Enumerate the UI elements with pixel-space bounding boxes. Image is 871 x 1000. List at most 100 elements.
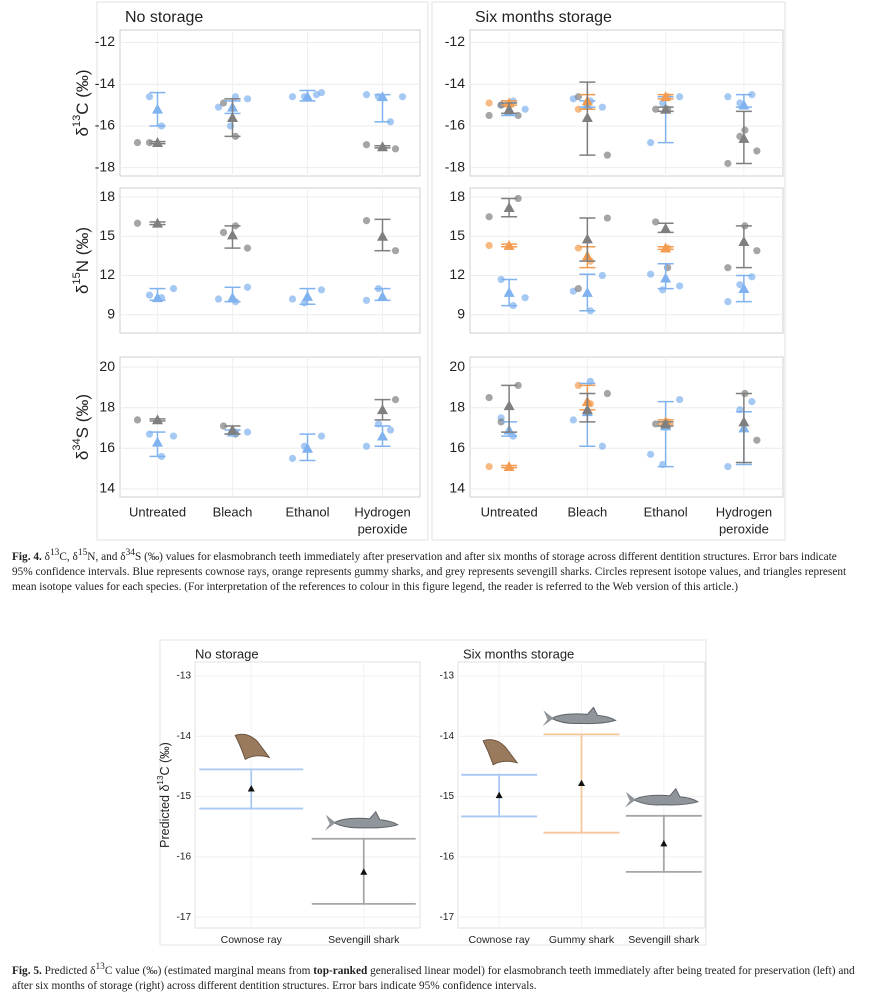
mean-marker [247, 785, 255, 792]
y-tick-label: -12 [95, 33, 115, 49]
x-tick-label: Ethanol [644, 504, 688, 519]
data-point [574, 284, 582, 293]
shark-icon [332, 810, 399, 829]
data-point [219, 228, 228, 237]
mean-marker [503, 239, 515, 250]
mean-marker [660, 222, 672, 233]
mean-marker [738, 99, 750, 110]
y-tick-label: 20 [449, 358, 465, 374]
data-point [243, 283, 252, 291]
mean-marker [660, 840, 668, 847]
x-tick-label: Cownose ray [221, 934, 283, 946]
y-tick-label: 15 [449, 227, 465, 243]
y-tick-label: 20 [99, 358, 115, 374]
data-point [386, 426, 395, 434]
facet-frame [96, 1, 429, 541]
y-tick-label: -16 [440, 851, 455, 862]
y-tick-label: -14 [177, 731, 192, 742]
data-point [485, 111, 493, 120]
caption-text: S (‰) values for elasmobranch teeth imme… [12, 550, 847, 593]
mean-marker [578, 779, 585, 787]
caption-sup: 15 [77, 548, 88, 558]
data-point [724, 159, 732, 168]
caption-text: Predicted δ [41, 964, 96, 977]
data-point [652, 420, 660, 428]
data-point [317, 432, 326, 440]
data-point [514, 194, 522, 203]
data-point [288, 93, 297, 101]
data-point [603, 151, 611, 159]
mean-marker [581, 404, 593, 415]
y-tick-label: -13 [440, 671, 455, 682]
data-point [652, 105, 660, 113]
mean-marker [738, 236, 750, 246]
y-tick-label: -15 [440, 791, 455, 802]
x-tick-label: Ethanol [285, 504, 329, 519]
data-point [398, 93, 407, 101]
mean-marker [581, 112, 593, 122]
shark-tail [542, 710, 554, 727]
mean-marker [302, 290, 313, 301]
plot-area [119, 187, 421, 334]
x-tick-label: Untreated [129, 504, 186, 519]
x-tick-label: Untreated [481, 504, 538, 519]
y-axis-label: δ13C (‰) [71, 69, 92, 136]
y-tick-label: 9 [107, 305, 115, 321]
y-label-sup: 15 [71, 272, 83, 284]
mean-marker [503, 461, 515, 471]
mean-marker [377, 404, 388, 415]
caption-sup: 13 [95, 962, 105, 972]
mean-marker [377, 230, 388, 241]
caption-sup: 13 [49, 548, 60, 558]
mean-marker [660, 103, 672, 114]
y-label-sup: 34 [71, 438, 83, 450]
y-label-sup: 13 [156, 775, 165, 785]
caption-text: δ [41, 550, 50, 563]
mean-marker [660, 272, 672, 283]
plot-area [119, 356, 421, 498]
y-tick-label: 9 [457, 305, 465, 321]
y-tick-label: -18 [95, 158, 115, 174]
mean-marker [152, 217, 163, 228]
data-point [169, 284, 178, 293]
y-tick-label: -13 [177, 671, 192, 682]
data-point [753, 247, 761, 255]
data-point [748, 398, 756, 406]
data-point [521, 294, 529, 302]
data-point [362, 217, 371, 225]
mean-marker [360, 868, 368, 875]
y-tick-label: -18 [445, 158, 465, 174]
figure4-caption: Fig. 4. δ13C, δ15N, and δ34S (‰) values … [12, 546, 860, 595]
facet-frame [431, 1, 786, 541]
caption-text: N, and δ [87, 550, 126, 563]
plot-area [469, 356, 784, 498]
y-tick-label: 15 [99, 227, 115, 243]
data-point [485, 393, 493, 402]
data-point [169, 432, 178, 440]
data-point [312, 91, 321, 99]
x-tick-label: Cownose ray [469, 934, 531, 946]
mean-marker [738, 132, 750, 143]
data-point [362, 442, 371, 450]
mean-marker [495, 791, 503, 799]
mean-marker [152, 436, 163, 447]
y-label-part: δ [73, 127, 92, 136]
x-tick-label: Hydrogen [716, 504, 772, 519]
data-point [145, 93, 154, 101]
data-point [741, 126, 749, 134]
data-point [219, 422, 228, 430]
data-point [133, 139, 142, 147]
y-tick-label: 18 [449, 188, 465, 204]
mean-marker [152, 103, 163, 114]
data-point [521, 105, 529, 113]
caption-text: C, δ [59, 550, 78, 563]
mean-marker [227, 229, 238, 240]
data-point [647, 270, 655, 278]
data-point [647, 450, 655, 458]
data-point [647, 139, 655, 147]
data-point [243, 244, 252, 252]
shark-tail [324, 814, 336, 831]
y-label-part: C (‰) [73, 69, 92, 114]
data-point [214, 295, 223, 303]
